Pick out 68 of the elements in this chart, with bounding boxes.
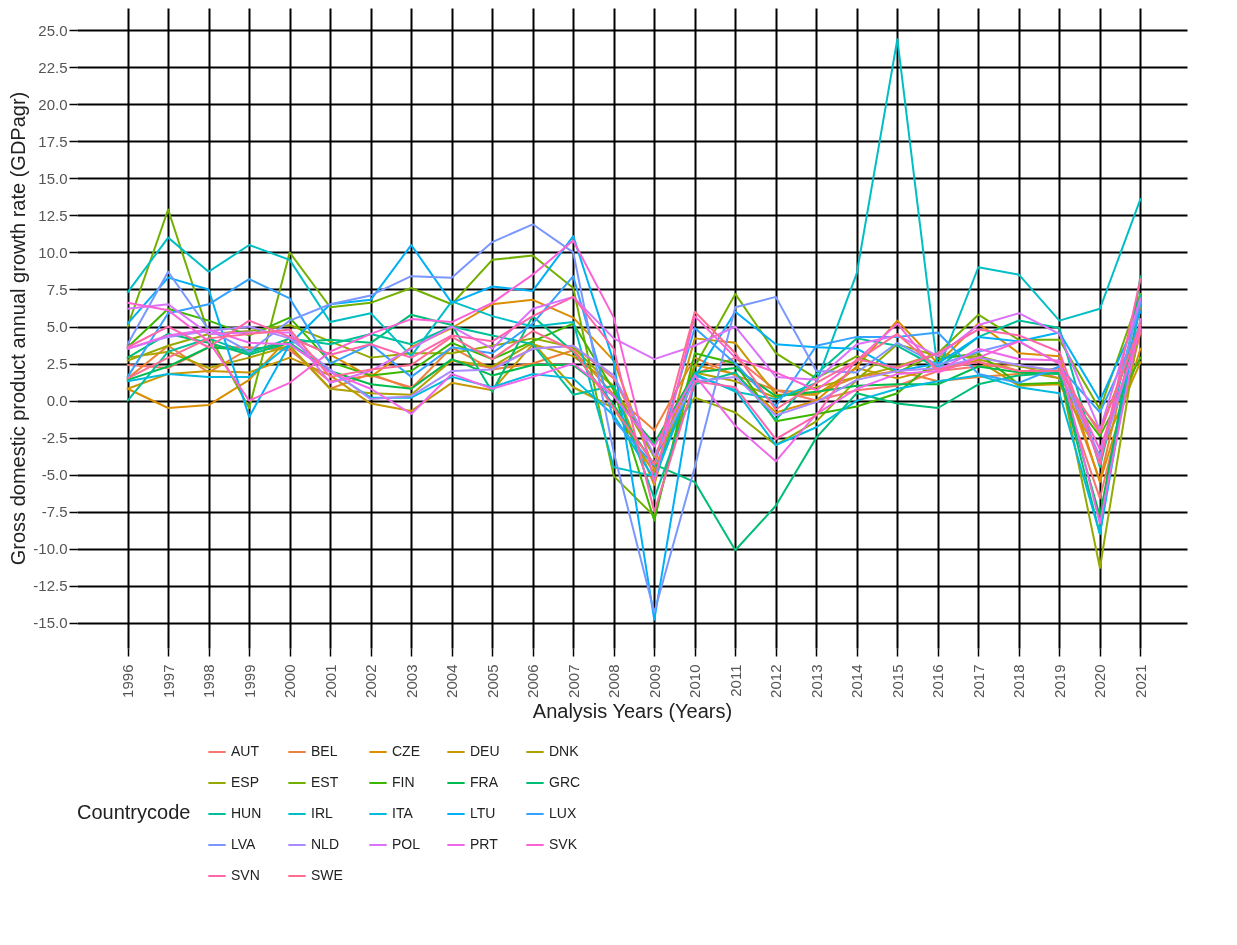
legend-label: FRA [470,774,499,790]
legend-label: GRC [549,774,581,790]
y-tick-label: 0.0 [46,392,68,410]
y-tick-label: 5.0 [46,318,68,336]
legend-label: ESP [231,774,260,790]
legend-label: IRL [311,805,333,821]
x-tick-label: 2010 [686,664,704,698]
y-tick-label: 17.5 [38,132,68,150]
y-tick-label: 20.0 [38,95,68,113]
x-tick-label: 2009 [645,664,663,698]
x-tick-label: 2007 [564,664,582,698]
y-tick-label: -5.0 [41,466,68,484]
legend-label: NLD [311,836,340,852]
y-tick-label: 10.0 [38,243,68,261]
legend-label: ITA [392,805,414,821]
x-tick-label: 2003 [402,664,420,698]
x-tick-label: 2019 [1050,664,1068,698]
y-tick-label: -12.5 [33,577,68,595]
legend-label: LUX [549,805,577,821]
legend-label: HUN [231,805,262,821]
x-tick-label: 2013 [807,664,825,698]
legend-label: AUT [231,743,260,759]
y-axis-title: Gross domestic product annual growth rate (GDPagr) [7,91,30,566]
legend-label: CZE [392,743,420,759]
legend-label: DEU [470,743,500,759]
y-tick-label: 7.5 [46,280,68,298]
legend-label: FIN [392,774,415,790]
y-tick-label: -2.5 [41,429,68,447]
x-tick-label: 2004 [443,664,461,698]
x-tick-label: 2014 [848,664,866,698]
legend-label: DNK [549,743,580,759]
x-tick-label: 2015 [888,664,906,698]
y-tick-label: -10.0 [33,540,68,558]
x-tick-label: 2008 [605,664,623,698]
x-tick-label: 2018 [1010,664,1028,698]
x-tick-label: 2020 [1091,664,1109,698]
x-tick-label: 2001 [321,664,339,698]
y-tick-label: 22.5 [38,58,68,76]
legend-label: LVA [231,836,257,852]
legend-label: PRT [470,836,499,852]
x-tick-label: 1997 [159,664,177,698]
x-tick-label: 2021 [1131,664,1149,698]
x-tick-label: 2000 [281,664,299,698]
x-tick-label: 1999 [240,664,258,698]
y-tick-label: -15.0 [33,614,68,632]
legend-label: BEL [311,743,338,759]
legend-label: LTU [470,805,496,821]
x-tick-label: 1998 [200,664,218,698]
x-tick-label: 2011 [726,664,744,697]
x-tick-label: 2002 [362,664,380,698]
legend-label: SWE [311,867,343,883]
x-tick-label: 2016 [929,664,947,698]
y-tick-label: -7.5 [41,503,68,521]
legend-label: POL [392,836,421,852]
legend-label: SVK [549,836,578,852]
x-tick-label: 2017 [969,664,987,698]
x-axis-title: Analysis Years (Years) [532,699,733,722]
x-tick-label: 2006 [524,664,542,698]
y-tick-label: 12.5 [38,206,68,224]
legend-label: SVN [231,867,260,883]
x-tick-label: 2012 [767,664,785,698]
y-tick-label: 25.0 [38,21,68,39]
x-tick-label: 1996 [119,664,137,698]
y-tick-label: 2.5 [46,355,68,373]
x-tick-label: 2005 [483,664,501,698]
y-tick-label: 15.0 [38,169,68,187]
legend-label: EST [311,774,339,790]
legend-title: Countrycode [77,801,191,823]
